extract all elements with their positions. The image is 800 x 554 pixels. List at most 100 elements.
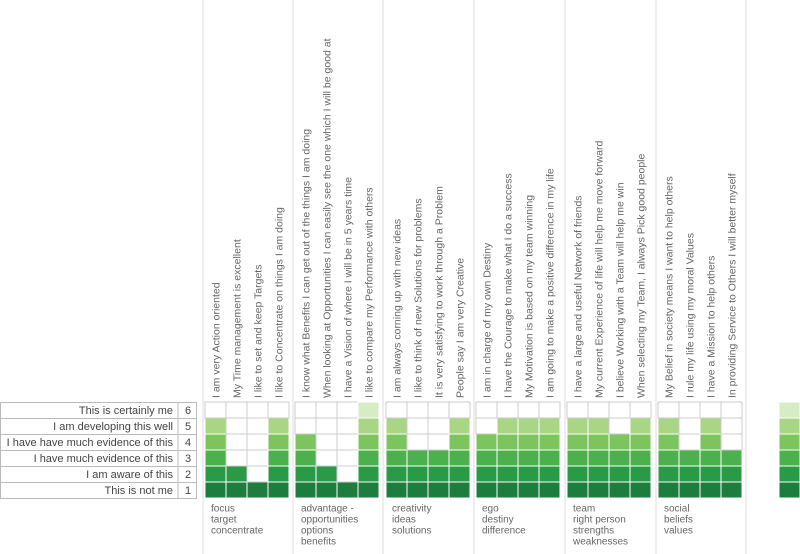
statement: It is very satisfying to work through a … — [434, 186, 446, 398]
statement: I have the Courage to make what I do a s… — [503, 173, 515, 398]
filled-cell — [225, 481, 248, 499]
filled-cell — [778, 449, 800, 467]
group-label: destiny — [482, 515, 514, 526]
filled-cell — [778, 433, 800, 451]
empty-cell — [496, 401, 519, 419]
filled-cell — [657, 433, 680, 451]
empty-cell — [608, 417, 631, 435]
group-label: weaknesses — [572, 537, 628, 548]
filled-cell — [699, 465, 722, 483]
filled-cell — [678, 449, 701, 467]
filled-cell — [315, 481, 338, 499]
filled-cell — [629, 481, 652, 499]
group-label: beliefs — [664, 515, 693, 526]
group-label: creativity — [392, 504, 431, 515]
filled-cell — [385, 465, 408, 483]
empty-cell — [315, 417, 338, 435]
filled-cell — [267, 433, 290, 451]
empty-cell — [678, 417, 701, 435]
statement: People say I am very Creative — [455, 258, 467, 398]
empty-cell — [336, 449, 359, 467]
statement: I have a Vision of where I will be in 5 … — [343, 177, 355, 398]
filled-cell — [427, 481, 450, 499]
group-label: opportunities — [301, 515, 358, 526]
filled-cell — [294, 433, 317, 451]
filled-cell — [657, 417, 680, 435]
empty-cell — [538, 401, 561, 419]
filled-cell — [448, 417, 471, 435]
filled-cell — [608, 433, 631, 451]
statement: I believe Working with a Team will help … — [615, 182, 627, 398]
filled-cell — [267, 417, 290, 435]
filled-cell — [294, 449, 317, 467]
filled-cell — [778, 417, 800, 435]
filled-cell — [678, 465, 701, 483]
filled-cell — [678, 481, 701, 499]
empty-cell — [336, 433, 359, 451]
statement: My current Experience of life will help … — [594, 140, 606, 398]
filled-cell — [657, 449, 680, 467]
filled-cell — [204, 433, 227, 451]
group-label: team — [573, 504, 595, 515]
filled-cell — [629, 449, 652, 467]
empty-cell — [246, 401, 269, 419]
level-label: I have much evidence of this — [34, 453, 174, 465]
filled-cell — [496, 417, 519, 435]
filled-cell — [496, 449, 519, 467]
empty-cell — [315, 433, 338, 451]
filled-cell — [629, 433, 652, 451]
empty-cell — [517, 401, 540, 419]
filled-cell — [475, 465, 498, 483]
empty-cell — [267, 401, 290, 419]
statement: When looking at Opportunities I can easi… — [322, 38, 334, 398]
empty-cell — [629, 401, 652, 419]
filled-cell — [225, 465, 248, 483]
filled-cell — [699, 449, 722, 467]
empty-cell — [246, 465, 269, 483]
empty-cell — [294, 401, 317, 419]
statement: My Motivation is based on my team winnin… — [524, 195, 536, 398]
empty-cell — [657, 401, 680, 419]
empty-cell — [566, 401, 589, 419]
empty-cell — [315, 401, 338, 419]
filled-cell — [608, 481, 631, 499]
filled-cell — [538, 449, 561, 467]
empty-cell — [475, 417, 498, 435]
filled-cell — [357, 401, 380, 419]
filled-cell — [566, 449, 589, 467]
filled-cell — [204, 417, 227, 435]
filled-cell — [778, 481, 800, 499]
group-label: ideas — [392, 515, 416, 526]
filled-cell — [385, 433, 408, 451]
filled-cell — [517, 465, 540, 483]
empty-cell — [448, 401, 471, 419]
filled-cell — [517, 449, 540, 467]
filled-cell — [657, 481, 680, 499]
filled-cell — [778, 465, 800, 483]
level-row — [0, 482, 197, 499]
filled-cell — [699, 433, 722, 451]
group-label: benefits — [301, 537, 336, 548]
group-label: focus — [211, 504, 235, 515]
empty-cell — [720, 401, 743, 419]
filled-cell — [608, 465, 631, 483]
empty-cell — [246, 449, 269, 467]
filled-cell — [720, 481, 743, 499]
empty-cell — [427, 401, 450, 419]
statement: I like to compare my Performance with ot… — [364, 187, 376, 398]
filled-cell — [315, 465, 338, 483]
level-number: 2 — [185, 469, 191, 481]
statement: I like to Concentrate on things I am doi… — [274, 207, 286, 398]
empty-cell — [225, 401, 248, 419]
filled-cell — [385, 417, 408, 435]
filled-cell — [357, 449, 380, 467]
filled-cell — [475, 481, 498, 499]
filled-cell — [587, 449, 610, 467]
statement: I know what Benefits I can get out of th… — [301, 129, 313, 398]
statement: My Time management is excellent — [232, 239, 244, 398]
filled-cell — [587, 465, 610, 483]
filled-cell — [204, 481, 227, 499]
group-label: values — [664, 526, 693, 537]
filled-cell — [204, 465, 227, 483]
